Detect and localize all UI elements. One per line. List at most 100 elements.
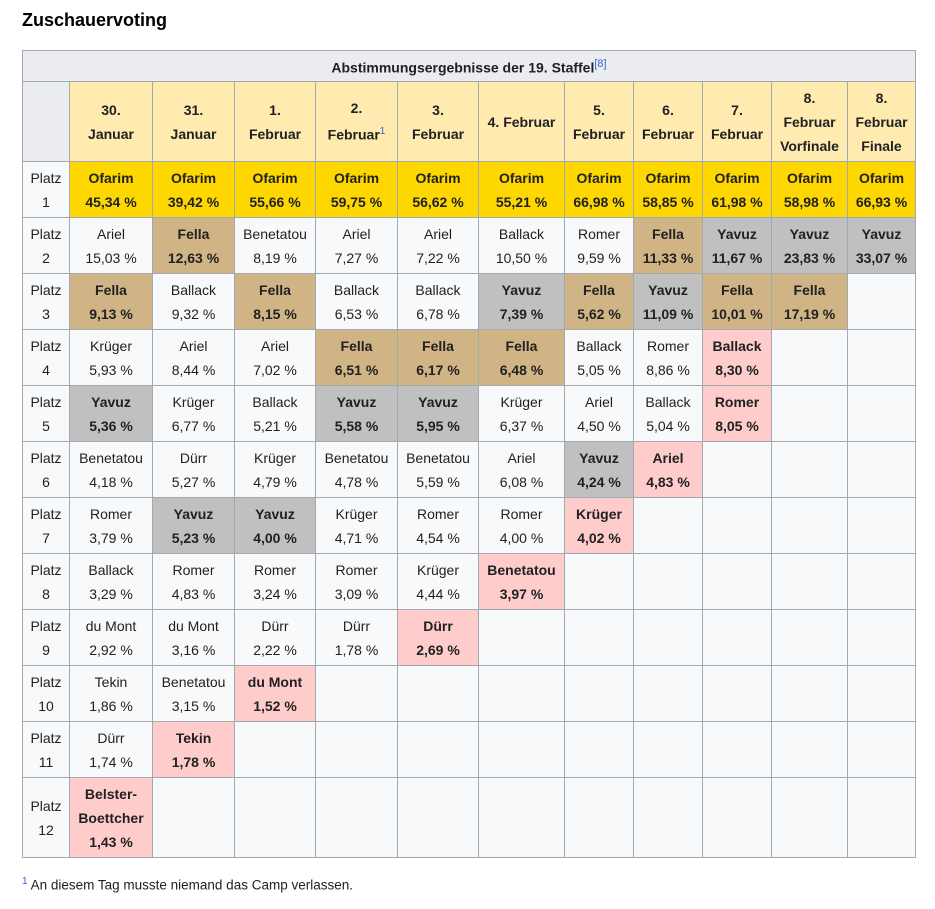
vote-cell: Ariel 7,02 % — [234, 329, 316, 386]
candidate-name: Ofarim — [576, 169, 622, 186]
empty-cell — [771, 777, 848, 858]
rank-label-part: 1 — [42, 193, 50, 210]
vote-cell: Ballack 5,04 % — [633, 385, 703, 442]
candidate-name: Benetatou — [243, 225, 307, 242]
date-header-line: Finale — [861, 137, 902, 154]
vote-percentage: 66,93 % — [855, 193, 908, 210]
vote-cell: Dürr 1,74 % — [69, 721, 153, 778]
date-header-4: 2. Februar1 — [315, 81, 398, 162]
candidate-name: Krüger — [335, 505, 378, 522]
vote-percentage: 2,22 % — [253, 641, 297, 658]
rank-label-part: Platz — [30, 281, 62, 298]
date-header-line: Vorfinale — [780, 137, 839, 154]
vote-percentage: 6,17 % — [416, 361, 460, 378]
vote-percentage: 5,27 % — [171, 473, 216, 490]
vote-percentage: 33,07 % — [855, 249, 908, 266]
rank-label: Platz 8 — [22, 553, 70, 610]
table-row: Platz 2 Ariel 15,03 % Fella 12,63 % Benetatou 8… — [22, 217, 916, 274]
rank-label: Platz 12 — [22, 777, 70, 858]
vote-percentage: 3,16 % — [171, 641, 216, 658]
vote-percentage: 15,03 % — [85, 249, 137, 266]
section-heading: Zuschauervoting — [22, 10, 168, 30]
rank-label: Platz 5 — [22, 385, 70, 442]
date-header-line: Februar — [327, 126, 380, 143]
vote-cell: Fella 6,17 % — [397, 329, 479, 386]
vote-percentage: 7,39 % — [499, 305, 544, 322]
vote-cell: Romer 4,83 % — [152, 553, 235, 610]
date-header-note-marker[interactable]: 1 — [379, 126, 386, 138]
date-header-line: 4. Februar — [487, 113, 556, 130]
table-row: Platz 8 Ballack 3,29 % Romer 4,83 % Romer 3,24 … — [22, 553, 916, 610]
candidate-name: Benetatou — [406, 449, 470, 466]
vote-cell: du Mont 1,52 % — [234, 665, 316, 722]
candidate-name: Tekin — [94, 673, 128, 690]
vote-percentage: 8,19 % — [253, 249, 297, 266]
empty-cell — [702, 609, 772, 666]
vote-cell: Yavuz 4,00 % — [234, 497, 316, 554]
rank-label-part: Platz — [30, 337, 62, 354]
caption-reference-link[interactable]: [8] — [594, 58, 607, 71]
vote-percentage: 6,53 % — [334, 305, 379, 322]
vote-cell: Krüger 5,93 % — [69, 329, 153, 386]
candidate-name: du Mont — [168, 617, 219, 634]
vote-percentage: 6,48 % — [499, 361, 544, 378]
candidate-name: Romer — [335, 561, 378, 578]
candidate-name: Ariel — [260, 337, 289, 354]
empty-cell — [771, 609, 848, 666]
candidate-name: Romer — [253, 561, 296, 578]
table-row: Platz 3 Fella 9,13 % Ballack 9,32 % Fella 8,15 … — [22, 273, 916, 330]
vote-percentage: 5,62 % — [577, 305, 621, 322]
candidate-name: Fella — [259, 281, 291, 298]
candidate-name: Ariel — [652, 449, 684, 466]
vote-percentage: 9,59 % — [577, 249, 621, 266]
empty-cell — [771, 441, 848, 498]
candidate-name: Romer — [172, 561, 215, 578]
candidate-name: Ariel — [507, 449, 536, 466]
rank-label-part: 6 — [42, 473, 50, 490]
date-header-5: 3. Februar — [397, 81, 479, 162]
footnote-marker: 1 — [22, 876, 28, 887]
vote-cell: Ofarim 56,62 % — [397, 161, 479, 218]
table-row: Platz 11 Dürr 1,74 % Tekin 1,78 % — [22, 721, 916, 778]
candidate-name: Ballack — [333, 281, 380, 298]
empty-cell — [315, 721, 398, 778]
rank-label: Platz 3 — [22, 273, 70, 330]
rank-label-part: 8 — [42, 585, 50, 602]
vote-percentage: 3,24 % — [253, 585, 297, 602]
rank-label-part: Platz — [30, 393, 62, 410]
vote-cell: Fella 17,19 % — [771, 273, 848, 330]
empty-cell — [397, 721, 479, 778]
candidate-name: Krüger — [576, 505, 622, 522]
vote-cell: Ballack 5,05 % — [564, 329, 634, 386]
vote-percentage: 12,63 % — [167, 249, 220, 266]
vote-cell: Fella 12,63 % — [152, 217, 235, 274]
candidate-name: Krüger — [416, 561, 460, 578]
vote-percentage: 39,42 % — [167, 193, 220, 210]
rank-label: Platz 10 — [22, 665, 70, 722]
vote-cell: Romer 9,59 % — [564, 217, 634, 274]
vote-cell: Fella 8,15 % — [234, 273, 316, 330]
candidate-name: Romer — [646, 337, 689, 354]
candidate-name: Benetatou — [324, 449, 389, 466]
vote-cell: Romer 8,86 % — [633, 329, 703, 386]
rank-label-part: 4 — [42, 361, 50, 378]
vote-percentage: 11,09 % — [642, 305, 694, 322]
vote-percentage: 56,62 % — [412, 193, 464, 210]
empty-cell — [564, 665, 634, 722]
vote-cell: Fella 6,48 % — [478, 329, 565, 386]
vote-percentage: 5,58 % — [334, 417, 379, 434]
date-header-10: 8. Februar Vorfinale — [771, 81, 848, 162]
candidate-name: Fella — [652, 225, 684, 242]
vote-cell: Ofarim 55,66 % — [234, 161, 316, 218]
date-header-line: 30. — [101, 101, 121, 118]
vote-cell: Yavuz 7,39 % — [478, 273, 565, 330]
empty-cell — [564, 777, 634, 858]
vote-cell: Yavuz 4,24 % — [564, 441, 634, 498]
vote-percentage: 8,86 % — [646, 361, 690, 378]
empty-cell — [847, 329, 916, 386]
candidate-name: Belster- Boettcher — [78, 785, 144, 826]
vote-cell: Krüger 4,02 % — [564, 497, 634, 554]
vote-percentage: 8,30 % — [715, 361, 759, 378]
vote-cell: Yavuz 33,07 % — [847, 217, 916, 274]
candidate-name: Fella — [177, 225, 210, 242]
